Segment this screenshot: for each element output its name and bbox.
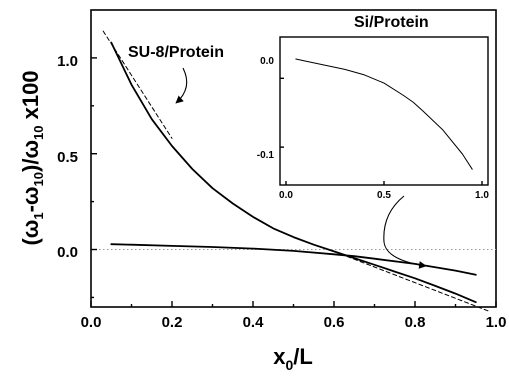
main-x-tick-labels: 0.0 0.2 0.4 0.6 0.8 1.0	[81, 314, 507, 331]
annotation-arrow-su8	[175, 67, 188, 104]
annotation-arrow-si	[383, 195, 427, 269]
x-tick-label-4: 0.8	[405, 314, 426, 331]
inset-y-tick-label-1: 0.0	[260, 56, 274, 67]
main-series-line-2-tangent-start	[102, 30, 173, 139]
inset-y-tick-label-0: -0.1	[257, 150, 275, 161]
x-tick-label-3: 0.6	[324, 314, 345, 331]
main-series-line-3-tangent-end	[333, 250, 489, 312]
main-series-line-1-si-protein	[110, 243, 477, 276]
y-tick-label-1: 0.5	[57, 149, 78, 166]
main-y-ticks	[91, 57, 97, 299]
inset-x-ticks	[285, 181, 483, 185]
inset-x-tick-label-1: 0.5	[377, 190, 391, 201]
inset-plot-frame	[279, 36, 489, 186]
x-tick-label-0: 0.0	[81, 314, 102, 331]
x-axis-label: x0/L	[273, 344, 313, 373]
y-tick-label-0: 0.0	[57, 244, 78, 261]
y-axis-label: (ω1-ω10)/ω10 x100	[18, 70, 46, 245]
main-y-tick-labels: 0.0 0.5 1.0	[57, 53, 78, 261]
inset-x-tick-labels: 0.0 0.5 1.0	[279, 190, 489, 201]
main-series-line-0-su-8-protein	[110, 41, 477, 304]
inset-series-group	[295, 58, 473, 170]
inset-series-line-0-si-protein	[295, 58, 473, 170]
x-tick-label-5: 1.0	[486, 314, 507, 331]
inset-y-tick-labels: -0.1 0.0	[257, 56, 275, 161]
x-tick-label-2: 0.4	[243, 314, 265, 331]
inset-title: Si/Protein	[354, 14, 429, 31]
annotation-su8-protein: SU-8/Protein	[128, 44, 224, 61]
main-x-ticks	[90, 301, 497, 307]
inset-x-tick-label-2: 1.0	[475, 190, 489, 201]
inset-x-tick-label-0: 0.0	[279, 190, 293, 201]
y-tick-label-2: 1.0	[57, 53, 78, 70]
x-tick-label-1: 0.2	[162, 314, 183, 331]
inset-y-ticks	[280, 77, 284, 148]
